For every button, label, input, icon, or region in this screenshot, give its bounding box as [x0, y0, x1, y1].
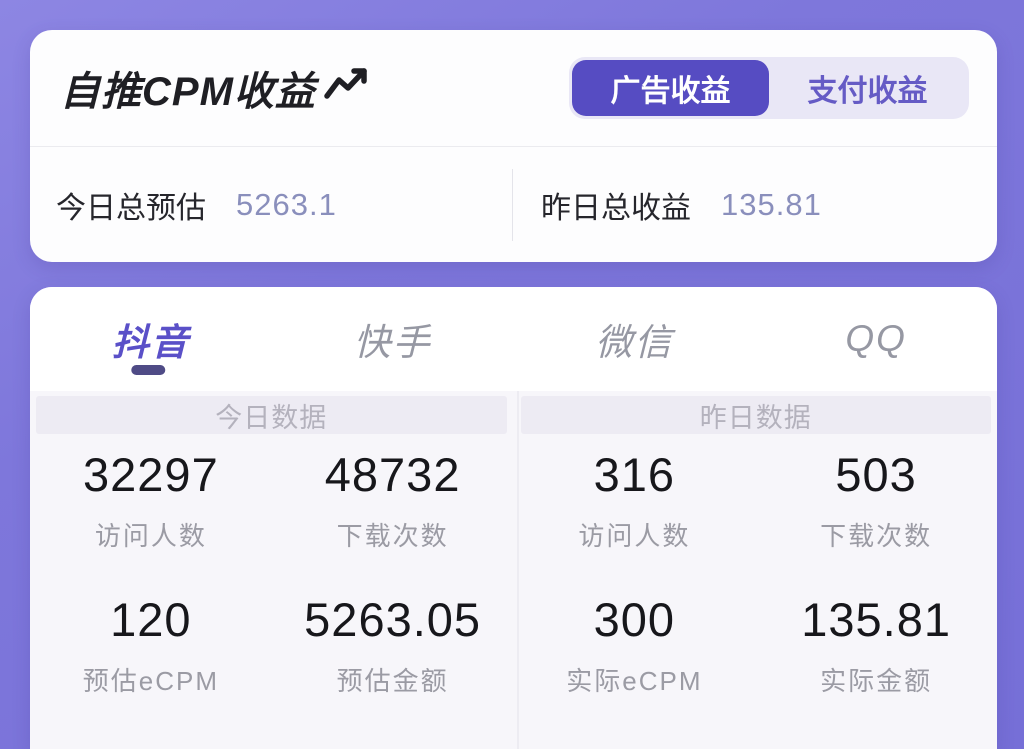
- stat-estimated-amount: 5263.05 预估金额: [272, 593, 514, 698]
- stat-value: 120: [110, 593, 192, 647]
- revenue-tab-group: 广告收益 支付收益: [569, 57, 969, 119]
- today-estimate-label: 今日总预估: [56, 192, 206, 225]
- tab-douyin[interactable]: 抖音: [30, 287, 272, 391]
- yesterday-revenue-label: 昨日总收益: [541, 192, 691, 225]
- totals-divider: [512, 169, 513, 241]
- stat-estimated-ecpm: 120 预估eCPM: [30, 593, 272, 698]
- stats-row-2: 120 预估eCPM 5263.05 预估金额 300 实际eCPM 135.8…: [30, 593, 997, 698]
- tab-kuaishou-label: 快手: [353, 322, 432, 363]
- section-band-row: 今日数据 昨日数据: [30, 391, 997, 434]
- tab-kuaishou[interactable]: 快手: [272, 287, 514, 391]
- yesterday-data-band: 昨日数据: [520, 396, 991, 434]
- stat-value: 503: [835, 448, 917, 501]
- stat-label: 预估金额: [336, 666, 449, 697]
- stat-value: 300: [593, 593, 676, 647]
- stat-actual-ecpm: 300 实际eCPM: [514, 593, 756, 698]
- trending-up-icon: [324, 68, 367, 99]
- stat-today-visitors: 32297 访问人数: [30, 448, 272, 553]
- yesterday-revenue-total: 昨日总收益 135.81: [513, 183, 997, 227]
- tab-qq[interactable]: QQ: [755, 287, 997, 391]
- today-data-band: 今日数据: [36, 396, 507, 434]
- stat-label: 预估eCPM: [82, 666, 219, 697]
- stat-label: 实际eCPM: [566, 666, 703, 697]
- page-title: 自推CPM收益: [60, 70, 316, 114]
- tab-ad-revenue[interactable]: 广告收益: [572, 60, 769, 116]
- stat-label: 下载次数: [820, 521, 933, 552]
- stat-yesterday-downloads: 503 下载次数: [755, 448, 997, 553]
- stats-row-1: 32297 访问人数 48732 下载次数 316 访问人数 503 下载次数: [30, 448, 997, 553]
- platform-data-card: 抖音 快手 微信 QQ 今日数据 昨日数据 32297: [30, 287, 997, 749]
- active-tab-underline: [131, 365, 166, 375]
- header-card: 自推CPM收益 广告收益 支付收益 今日总预估 5263.1 昨日总收益 135…: [30, 30, 997, 262]
- stat-value: 48732: [324, 448, 461, 501]
- stat-label: 访问人数: [578, 521, 691, 552]
- tab-douyin-label: 抖音: [111, 322, 190, 363]
- tab-payment-revenue[interactable]: 支付收益: [769, 60, 966, 116]
- stat-actual-amount: 135.81 实际金额: [755, 593, 997, 698]
- stat-label: 访问人数: [94, 521, 207, 552]
- stat-value: 32297: [83, 448, 219, 501]
- stat-value: 316: [593, 448, 676, 501]
- tab-weixin[interactable]: 微信: [514, 287, 756, 391]
- platform-tab-bar: 抖音 快手 微信 QQ: [30, 287, 997, 391]
- totals-row: 今日总预估 5263.1 昨日总收益 135.81: [30, 148, 997, 262]
- tab-weixin-label: 微信: [595, 322, 674, 363]
- tab-qq-label: QQ: [845, 318, 907, 359]
- stat-value: 135.81: [801, 593, 951, 647]
- today-estimate-total: 今日总预估 5263.1: [30, 183, 512, 227]
- today-data-title: 今日数据: [215, 402, 328, 433]
- section-divider: [517, 391, 519, 749]
- stats-area: 今日数据 昨日数据 32297 访问人数 48732 下载次数 316 访问人数…: [30, 391, 997, 749]
- tab-payment-revenue-label: 支付收益: [807, 75, 928, 108]
- stat-label: 下载次数: [336, 521, 449, 552]
- header-row: 自推CPM收益 广告收益 支付收益: [30, 30, 997, 147]
- yesterday-revenue-value: 135.81: [721, 187, 822, 222]
- yesterday-data-title: 昨日数据: [699, 402, 812, 433]
- page-title-wrap: 自推CPM收益: [60, 59, 370, 117]
- stat-today-downloads: 48732 下载次数: [272, 448, 514, 553]
- stat-yesterday-visitors: 316 访问人数: [514, 448, 756, 553]
- stat-value: 5263.05: [304, 593, 482, 647]
- today-estimate-value: 5263.1: [236, 187, 337, 222]
- stat-label: 实际金额: [820, 666, 933, 697]
- tab-ad-revenue-label: 广告收益: [610, 75, 731, 108]
